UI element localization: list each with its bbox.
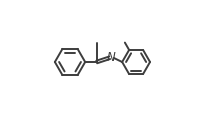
Text: N: N [107,51,116,64]
